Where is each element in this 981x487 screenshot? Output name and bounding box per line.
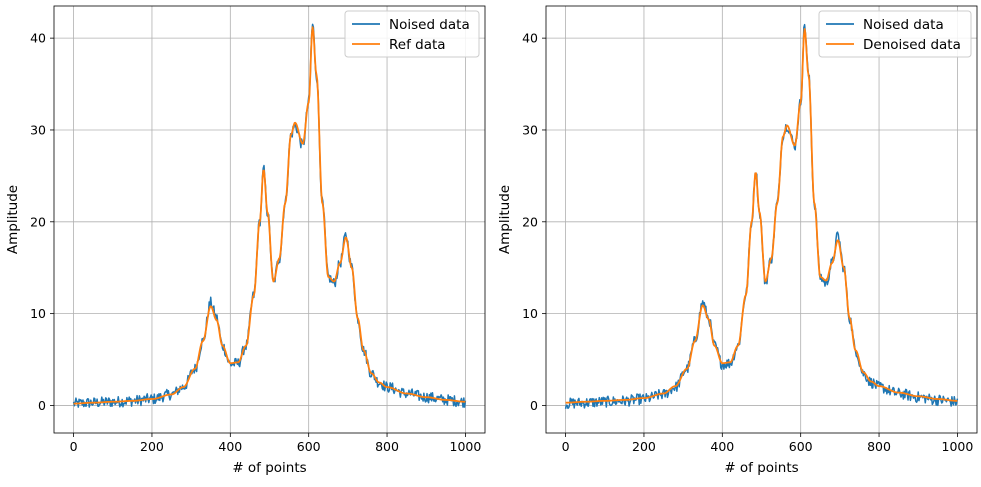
x-tick-label: 1000: [450, 439, 482, 454]
x-tick-label: 200: [632, 439, 656, 454]
x-tick-label: 1000: [942, 439, 974, 454]
x-tick-label: 0: [562, 439, 570, 454]
x-tick-label: 400: [710, 439, 734, 454]
series-line-noised-data: [72, 23, 467, 408]
y-tick-label: 20: [522, 214, 538, 229]
x-tick-label: 400: [218, 439, 242, 454]
legend-box: [344, 10, 480, 58]
legend-entry-label: Noised data: [863, 17, 944, 33]
x-tick-label: 600: [297, 439, 321, 454]
left-chart-panel: 0 200 400 600 800 1000 0 10 20 30 40 # of points Amp…: [5, 5, 486, 476]
series-line-noised-data: [564, 23, 959, 410]
y-tick-label: 40: [522, 31, 538, 46]
y-tick-label: 30: [30, 122, 46, 137]
y-tick-label: 0: [530, 398, 538, 413]
x-axis-label: # of points: [724, 460, 798, 476]
legend-entry-label: Noised data: [389, 17, 470, 33]
y-tick-label: 40: [30, 31, 46, 46]
legend: Noised data Denoised data: [818, 10, 972, 58]
legend-box: [818, 10, 972, 58]
x-tick-label: 200: [140, 439, 164, 454]
legend: Noised data Ref data: [344, 10, 480, 58]
legend-entry-label: Denoised data: [863, 37, 961, 53]
y-axis-label: Amplitude: [497, 185, 513, 254]
x-tick-label: 0: [70, 439, 78, 454]
x-tick-label: 800: [867, 439, 891, 454]
x-tick-label: 600: [789, 439, 813, 454]
y-tick-label: 0: [38, 398, 46, 413]
axes-frame: [53, 5, 486, 434]
y-tick-label: 30: [522, 122, 538, 137]
series-line-denoised-data: [565, 28, 958, 404]
y-tick-label: 10: [522, 306, 538, 321]
legend-entry-label: Ref data: [389, 37, 446, 53]
axes-frame: [545, 5, 978, 434]
series-line-ref-data: [73, 26, 466, 405]
y-tick-label: 10: [30, 306, 46, 321]
x-tick-label: 800: [375, 439, 399, 454]
y-axis-label: Amplitude: [5, 185, 21, 254]
y-tick-label: 20: [30, 214, 46, 229]
right-chart-panel: 0 200 400 600 800 1000 0 10 20 30 40 # of points Amp…: [497, 5, 978, 476]
x-axis-label: # of points: [232, 460, 306, 476]
